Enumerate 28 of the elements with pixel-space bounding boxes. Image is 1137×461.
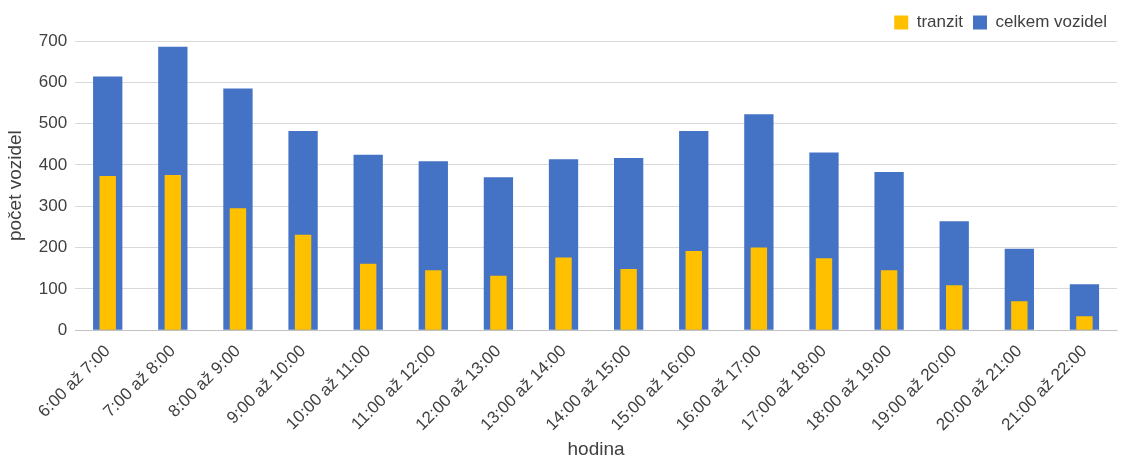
y-tick-label: 600 [38, 72, 68, 92]
bar [99, 176, 116, 330]
legend-label: tranzit [916, 12, 964, 32]
bar [1076, 316, 1093, 330]
y-axis-title: počet vozidel [3, 130, 25, 242]
bar [750, 247, 768, 330]
y-tick-label: 200 [38, 237, 68, 257]
y-tick-label: 700 [38, 30, 68, 50]
bar [229, 208, 247, 330]
y-tick-label: 100 [38, 278, 68, 298]
bar [946, 285, 963, 330]
bar [490, 275, 507, 330]
bar [164, 174, 182, 330]
bar [620, 269, 637, 330]
x-axis-title: hodina [567, 437, 626, 459]
y-tick-label: 500 [38, 113, 68, 133]
bar [880, 270, 898, 330]
y-tick-label: 300 [38, 195, 68, 215]
y-tick-label: 400 [38, 154, 68, 174]
bar [294, 234, 312, 330]
legend-label: celkem vozidel [995, 12, 1108, 32]
bar [1011, 301, 1028, 330]
bar [425, 270, 442, 330]
bar [815, 258, 833, 330]
bar [555, 257, 572, 330]
bar [685, 250, 702, 330]
y-tick-label: 0 [57, 319, 68, 339]
bar [359, 263, 377, 330]
